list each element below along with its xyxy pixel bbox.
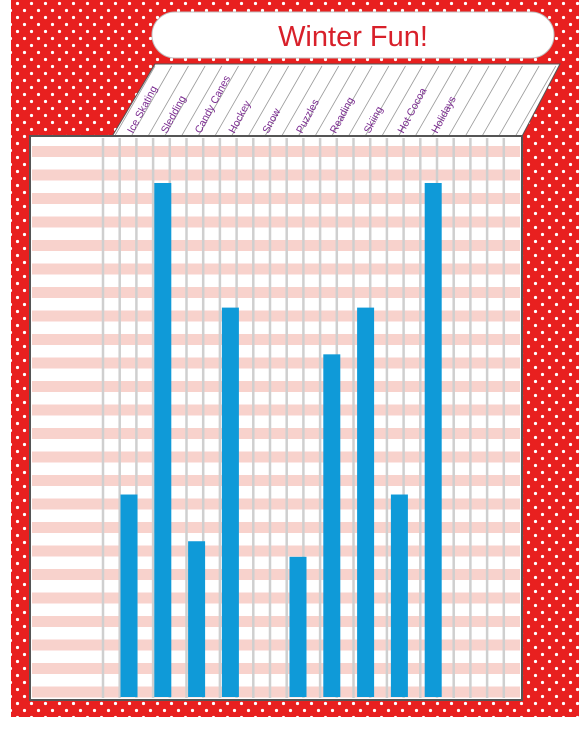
grid-stripe — [32, 616, 520, 627]
header-divider — [446, 65, 490, 140]
grid-stripe — [32, 193, 520, 204]
grid-stripe — [32, 146, 520, 157]
header-divider — [279, 65, 323, 140]
header-divider — [162, 65, 206, 140]
bar-sledding — [154, 183, 172, 697]
header-divider — [246, 65, 289, 140]
grid-stripe — [32, 334, 520, 345]
grid-stripe — [32, 287, 520, 298]
bar-ice-skating — [120, 494, 138, 697]
grid-stripe — [32, 686, 520, 698]
chart-grid — [32, 138, 520, 698]
grid-stripe — [32, 498, 520, 510]
grid-stripe — [32, 428, 520, 439]
grid-stripe — [32, 569, 520, 580]
header-divider — [463, 65, 507, 140]
grid-stripe — [32, 663, 520, 674]
header-divider — [396, 65, 440, 140]
header-divider — [496, 65, 540, 140]
header-divider — [329, 65, 373, 140]
title-banner — [151, 11, 555, 59]
header-divider — [363, 65, 406, 140]
header-divider — [346, 65, 390, 140]
grid-stripe — [32, 639, 520, 651]
grid-stripe — [32, 263, 520, 275]
header-divider — [480, 65, 523, 140]
grid-stripe — [32, 475, 520, 486]
header-divider — [112, 65, 156, 140]
grid-stripe — [32, 381, 520, 392]
header-divider — [262, 65, 306, 140]
bar-skiing — [357, 307, 375, 697]
header-divider — [179, 65, 223, 140]
header-divider — [413, 65, 456, 140]
bar-hot-cocoa — [390, 494, 408, 697]
grid-stripe — [32, 592, 520, 604]
header-divider — [429, 65, 473, 140]
grid-stripe — [32, 310, 520, 322]
header-divider — [196, 65, 239, 140]
header-divider — [146, 65, 189, 140]
bar-reading — [323, 354, 341, 697]
grid-stripe — [32, 169, 520, 181]
chart-title: Winter Fun! — [278, 21, 428, 53]
grid-stripe — [32, 522, 520, 533]
bar-puzzles — [289, 556, 307, 697]
header-divider — [379, 65, 423, 140]
grid-stripe — [32, 240, 520, 251]
bar-holidays — [424, 183, 442, 697]
bar-group — [120, 183, 442, 697]
header-divider — [212, 65, 256, 140]
header-divider — [229, 65, 273, 140]
grid-stripe — [32, 216, 520, 228]
header-divider — [129, 65, 173, 140]
header-divider — [513, 65, 557, 140]
header-divider — [296, 65, 340, 140]
grid-stripe — [32, 451, 520, 463]
header-divider — [313, 65, 356, 140]
grid-stripe — [32, 357, 520, 369]
bar-candy-canes — [188, 541, 206, 697]
bar-hockey — [221, 307, 239, 697]
header-dividers — [112, 65, 557, 140]
grid-stripe — [32, 545, 520, 557]
grid-stripe — [32, 404, 520, 416]
